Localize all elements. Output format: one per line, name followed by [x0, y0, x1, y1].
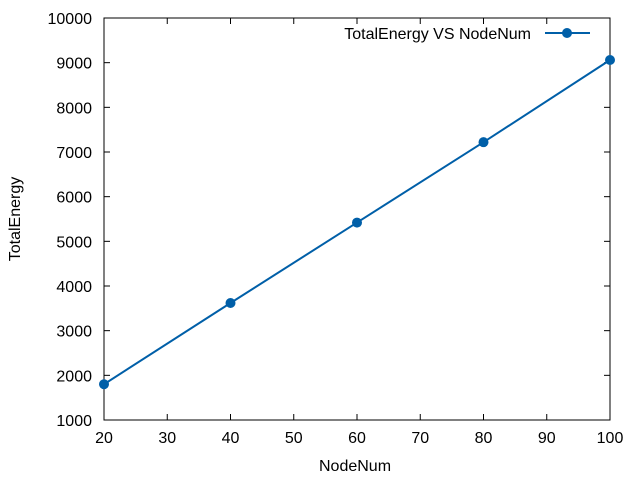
y-axis-ticks: 1000 2000 3000 4000 5000 6000 7000 8000 9000 1000…: [48, 11, 610, 430]
legend: TotalEnergy VS NodeNum: [344, 26, 590, 43]
x-tick-label: 30: [158, 430, 176, 447]
y-tick-label: 3000: [56, 324, 92, 341]
data-point: [478, 137, 489, 148]
y-tick-label: 2000: [56, 368, 92, 385]
x-tick-label: 60: [348, 430, 366, 447]
y-tick-label: 6000: [56, 190, 92, 207]
y-tick-label: 5000: [56, 234, 92, 251]
x-tick-label: 20: [95, 430, 113, 447]
data-point: [352, 217, 362, 228]
y-tick-label: 4000: [56, 279, 92, 296]
legend-label: TotalEnergy VS NodeNum: [344, 26, 531, 43]
y-tick-label: 7000: [56, 145, 92, 162]
y-tick-label: 10000: [48, 11, 93, 28]
y-tick-label: 8000: [56, 100, 92, 117]
data-point: [225, 297, 236, 308]
data-point: [605, 54, 615, 65]
x-axis-ticks: 20 30 40 50 60 70 80 90 100: [95, 18, 623, 447]
x-tick-label: 70: [411, 430, 429, 447]
x-axis-label: NodeNum: [319, 458, 391, 475]
series-layer: [99, 54, 615, 390]
x-tick-label: 100: [597, 430, 624, 447]
y-tick-label: 1000: [56, 413, 92, 430]
x-tick-label: 80: [475, 430, 493, 447]
y-tick-label: 9000: [56, 56, 92, 73]
legend-marker: [562, 28, 572, 38]
y-axis-label: TotalEnergy: [7, 177, 24, 262]
data-point: [99, 379, 109, 390]
x-tick-label: 50: [285, 430, 303, 447]
x-tick-label: 40: [222, 430, 240, 447]
x-tick-label: 90: [538, 430, 556, 447]
